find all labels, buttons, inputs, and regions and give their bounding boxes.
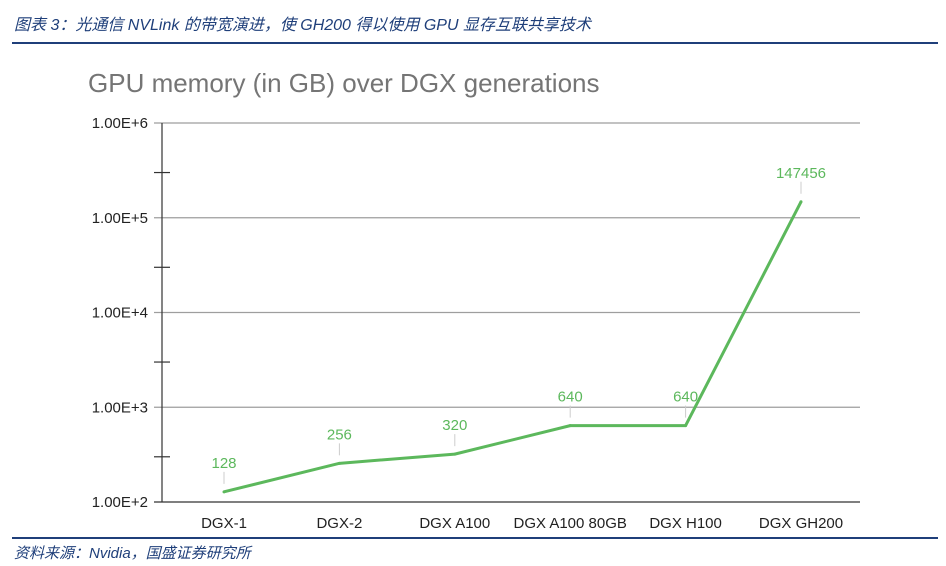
chart-title: GPU memory (in GB) over DGX generations [88,68,600,98]
y-tick-label: 1.00E+6 [92,115,148,132]
data-label: 256 [327,426,352,443]
data-point [453,452,457,456]
data-point [799,200,803,204]
data-point [568,424,572,428]
y-tick-label: 1.00E+5 [92,210,148,227]
data-point [337,461,341,465]
x-axis: DGX-1 DGX-2 DGX A100 DGX A100 80GB DGX H100 D… [201,515,843,532]
data-labels: 128 256 320 640 640 147456 [211,165,826,484]
data-label: 640 [558,389,583,406]
x-tick-label: DGX A100 80GB [513,515,626,532]
data-label: 147456 [776,165,826,182]
y-tick-label: 1.00E+3 [92,399,148,416]
y-tick-label: 1.00E+4 [92,305,148,322]
y-axis: 1.00E+2 1.00E+3 1.00E+4 1.00E+5 1.00E+6 [92,115,170,511]
data-point [684,424,688,428]
chart-area: GPU memory (in GB) over DGX generations … [0,44,946,536]
data-label: 640 [673,389,698,406]
data-label: 320 [442,417,467,434]
x-tick-label: DGX GH200 [759,515,843,532]
source-rule [12,537,938,539]
data-label: 128 [211,455,236,472]
series-line [223,201,803,494]
figure-caption: 图表 3：光通信 NVLink 的带宽演进，使 GH200 得以使用 GPU 显… [14,17,591,34]
gridlines [154,122,860,503]
y-tick-label: 1.00E+2 [92,494,148,511]
data-point [222,490,226,494]
x-tick-label: DGX-1 [201,515,247,532]
series-group [222,200,803,494]
caption-rule [12,42,938,44]
source-note: 资料来源：Nvidia，国盛证券研究所 [14,545,251,562]
x-tick-label: DGX H100 [649,515,722,532]
line-chart: GPU memory (in GB) over DGX generations … [88,68,860,532]
x-tick-label: DGX A100 [419,515,490,532]
x-tick-label: DGX-2 [316,515,362,532]
